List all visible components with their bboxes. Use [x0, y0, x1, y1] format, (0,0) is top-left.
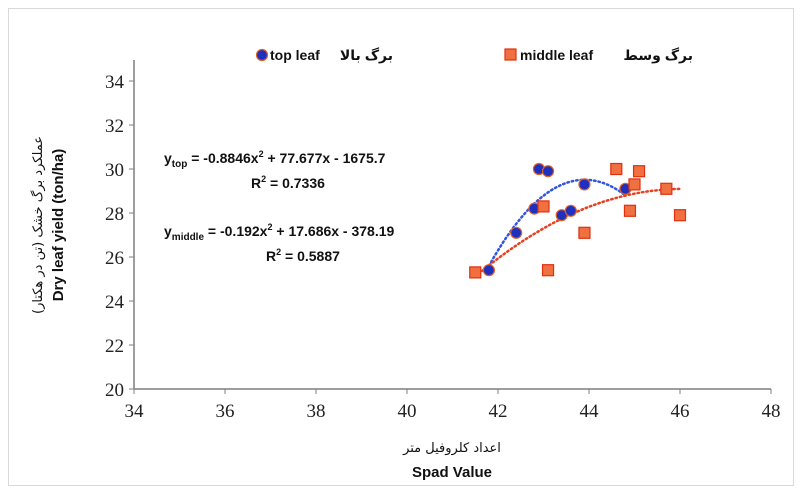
y-tick-label: 22	[105, 336, 124, 357]
y-tick-label: 30	[105, 160, 124, 181]
top-leaf-point	[578, 178, 591, 191]
x-tick-label: 46	[671, 401, 690, 422]
x-tick-label: 48	[762, 401, 781, 422]
equation-middle: ymiddle = -0.192x2 + 17.686x - 378.19	[164, 222, 395, 243]
middle-leaf-point	[469, 266, 482, 279]
legend-label-top-leaf-fa: برگ بالا	[340, 47, 393, 64]
y-axis-label-fa: عملکرد برگ خشک (تن در هکتار)	[29, 136, 46, 314]
y-tick-label: 34	[105, 72, 125, 93]
x-tick-label: 44	[580, 401, 600, 422]
x-axis-label: Spad Value	[412, 464, 492, 481]
top-leaf-point	[564, 204, 577, 217]
middle-leaf-point	[632, 165, 646, 178]
y-tick-label: 28	[105, 204, 124, 225]
middle-leaf-point	[673, 209, 687, 222]
y-tick-label: 20	[105, 380, 124, 401]
middle-leaf-point	[628, 178, 641, 191]
x-axis-label-fa: اعداد کلروفیل متر	[402, 441, 501, 456]
top-leaf-point	[482, 264, 495, 277]
top-leaf-point	[541, 165, 555, 178]
top-leaf-point	[510, 226, 523, 239]
x-tick-label: 42	[489, 401, 508, 422]
y-tick-label: 24	[105, 292, 125, 313]
r-squared-top: R2 = 0.7336	[251, 174, 325, 191]
legend-label-middle-leaf-fa: برگ وسط	[623, 47, 693, 64]
x-tick-label: 34	[125, 401, 145, 422]
legend-label-top-leaf: top leaf	[270, 47, 320, 63]
y-tick-label: 26	[105, 248, 124, 269]
x-tick-label: 40	[398, 401, 417, 422]
y-axis-label: Dry leaf yield (ton/ha)	[50, 149, 67, 302]
middle-leaf-point	[541, 264, 555, 277]
chart-frame	[8, 8, 794, 486]
x-tick-label: 38	[307, 401, 326, 422]
legend-label-middle-leaf: middle leaf	[520, 47, 593, 63]
equation-top: ytop = -0.8846x2 + 77.677x - 1675.7	[164, 149, 386, 170]
legend-marker-top-leaf	[255, 48, 269, 62]
y-tick-label: 32	[105, 116, 124, 137]
middle-leaf-point	[623, 204, 637, 217]
x-tick-label: 36	[216, 401, 235, 422]
legend-marker-middle-leaf	[504, 48, 517, 61]
legend: top leaf برگ بالا middle leaf برگ وسط	[255, 47, 693, 64]
trendline-middle-leaf	[474, 187, 682, 278]
middle-leaf-point	[578, 226, 591, 239]
r-squared-middle: R2 = 0.5887	[266, 247, 340, 264]
middle-leaf-point	[660, 182, 673, 195]
middle-leaf-point	[537, 200, 550, 213]
middle-leaf-point	[610, 162, 623, 176]
trendline-top-leaf	[487, 178, 627, 268]
